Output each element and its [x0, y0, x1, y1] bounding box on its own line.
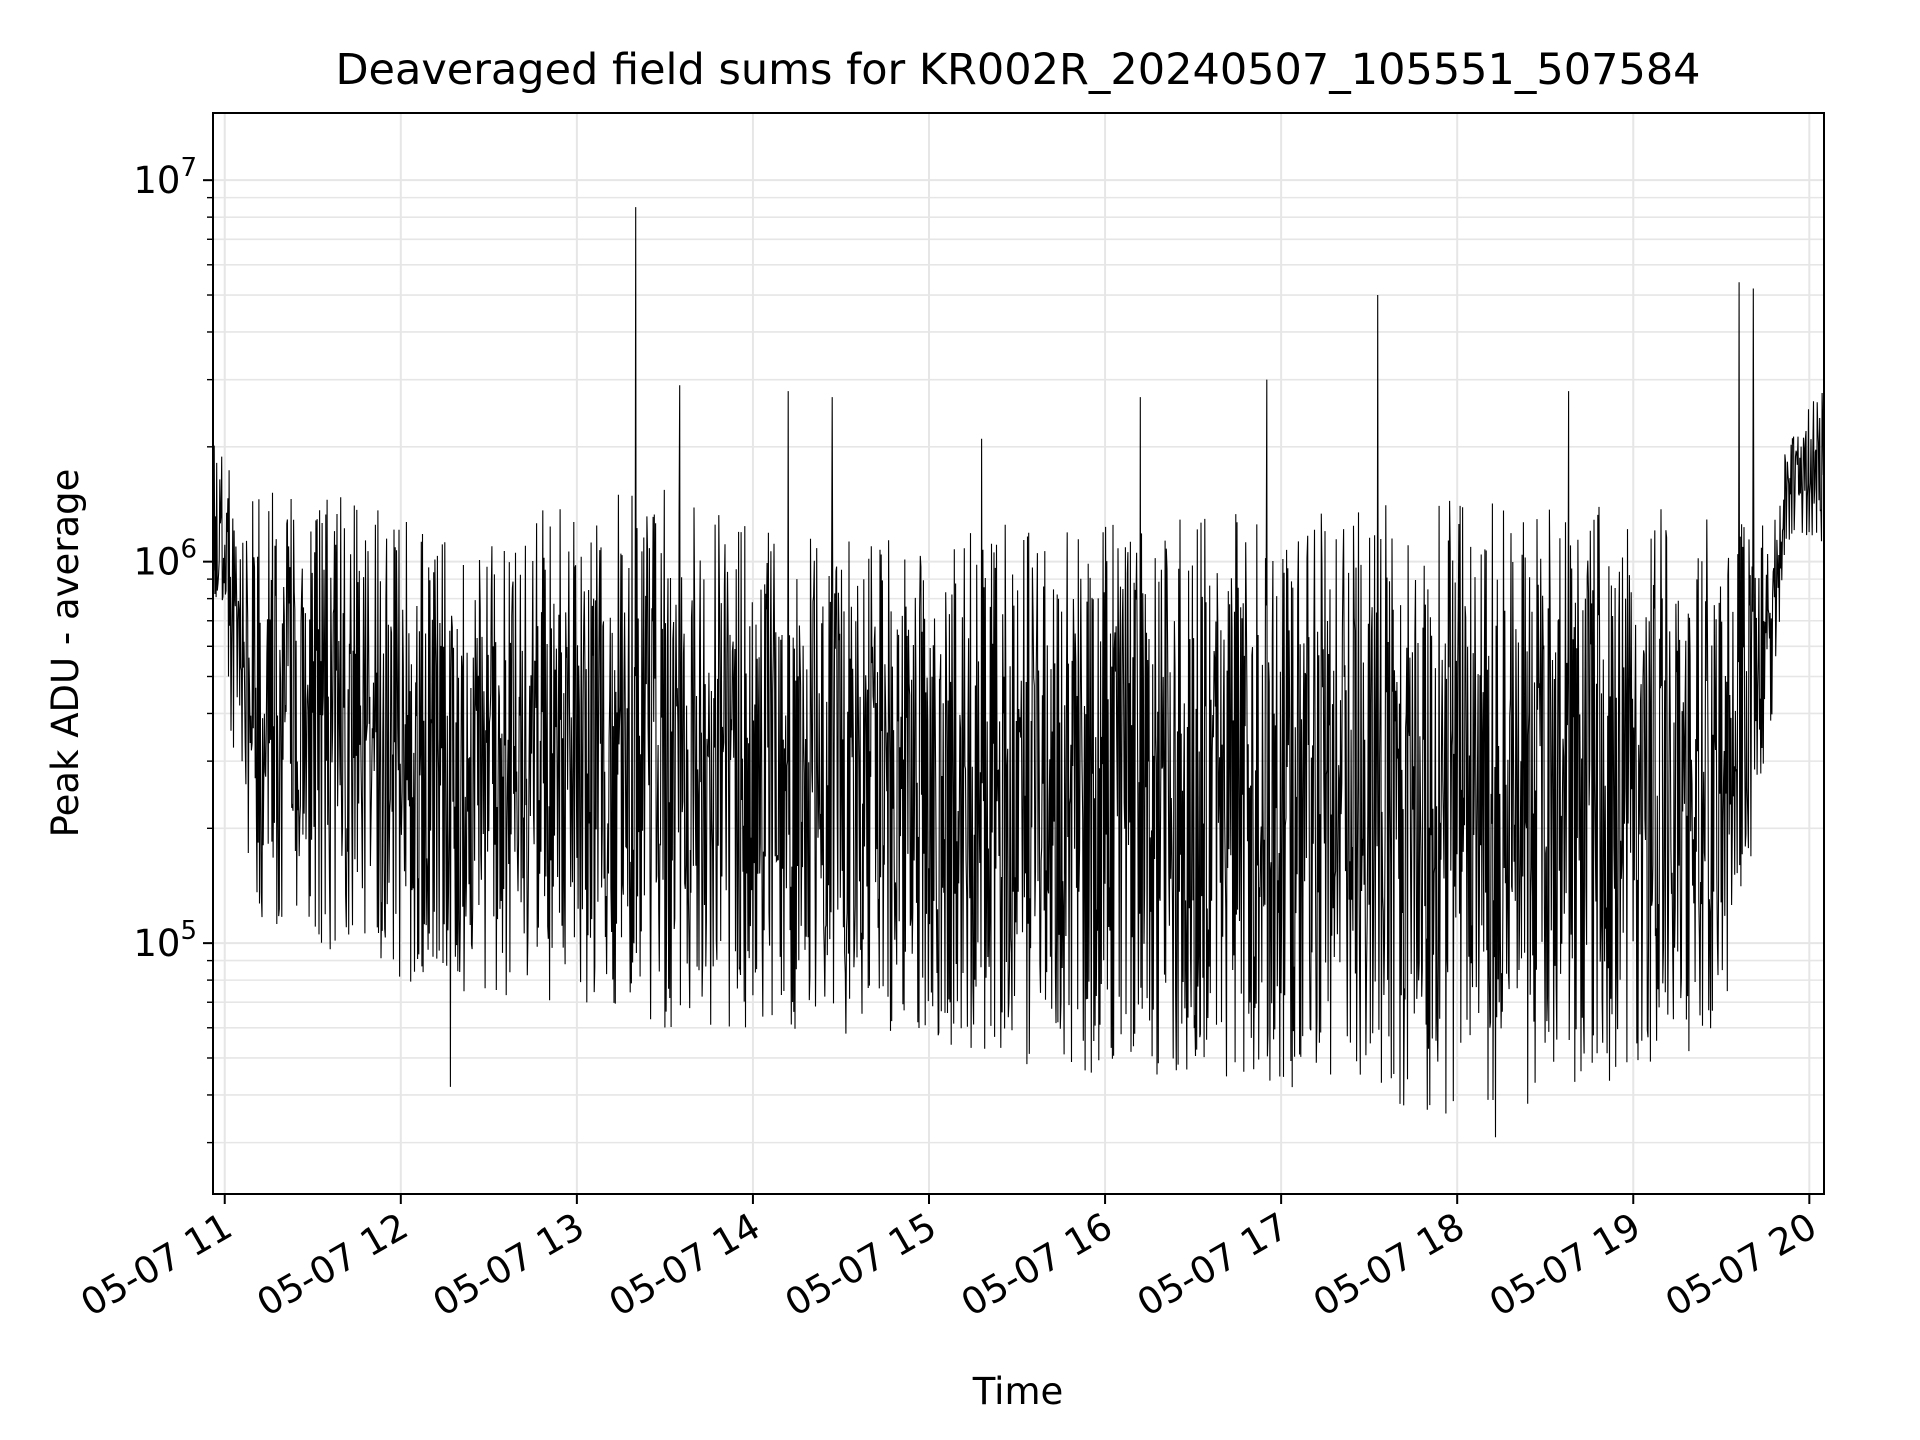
x-axis-label: Time: [972, 1370, 1064, 1413]
y-axis-label: Peak ADU - average: [44, 469, 87, 838]
y-tick-label: 107: [133, 153, 197, 202]
chart-title: Deaveraged field sums for KR002R_2024050…: [335, 45, 1700, 95]
series-line: [212, 164, 1825, 1138]
data-area: [212, 164, 1825, 1138]
plot-frame: [212, 112, 1825, 1195]
y-axis: 105 106 107: [133, 153, 213, 1144]
y-tick-label: 106: [133, 535, 197, 584]
y-tick-label: 105: [133, 916, 197, 965]
